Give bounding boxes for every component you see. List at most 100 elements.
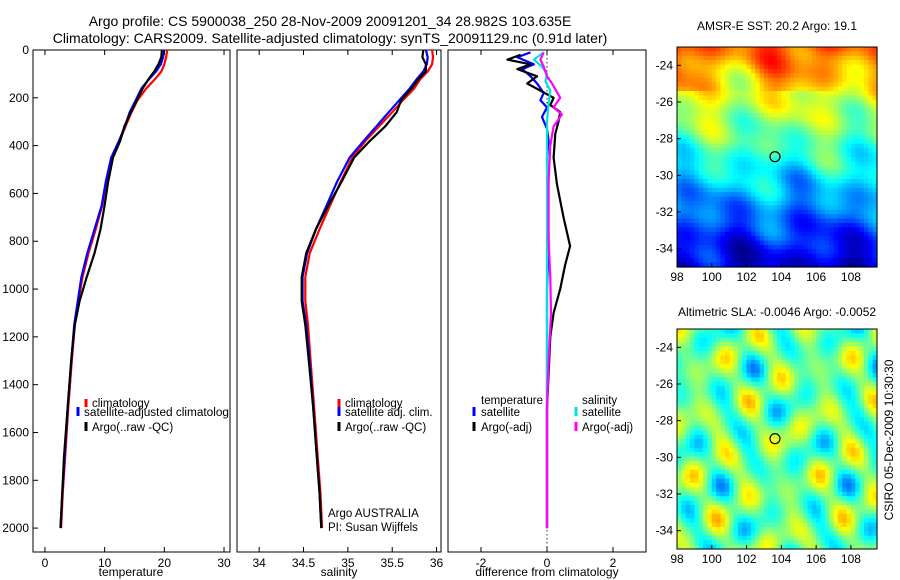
map-cell <box>872 201 878 206</box>
map-cell <box>737 77 743 83</box>
legend-title-salinity: salinity <box>582 395 617 407</box>
map-cell <box>755 143 761 149</box>
map-cell <box>729 170 735 176</box>
map-cell <box>816 201 822 206</box>
map-cell <box>720 333 726 339</box>
map-cell <box>790 86 795 92</box>
map-cell <box>750 430 756 436</box>
map-cell <box>833 368 839 374</box>
map-cell <box>837 452 843 458</box>
map-cell <box>829 187 835 193</box>
map-cell <box>733 425 739 431</box>
map-cell <box>729 403 735 409</box>
map-cell <box>763 425 769 431</box>
map-cell <box>729 95 735 101</box>
map-cell <box>703 130 709 136</box>
map-cell <box>842 99 848 105</box>
map-cell <box>685 214 691 220</box>
map-cell <box>746 196 752 202</box>
map-cell <box>872 86 878 92</box>
map-cell <box>677 135 682 140</box>
map-cell <box>763 130 769 136</box>
map-cell <box>755 351 761 356</box>
map-cell <box>833 465 839 471</box>
map-cell <box>737 368 743 374</box>
map-cell <box>768 108 774 114</box>
map-cell <box>820 535 826 541</box>
map-cell <box>859 478 865 484</box>
map-cell <box>694 126 700 132</box>
map-cell <box>798 130 804 136</box>
map-cell <box>681 91 687 96</box>
map-cell <box>859 505 865 510</box>
map-cell <box>711 47 717 52</box>
map-cell <box>707 474 713 480</box>
map-cell <box>763 544 769 550</box>
map-cell <box>803 337 809 343</box>
map-cell <box>798 64 804 70</box>
map-cell <box>842 329 848 334</box>
map-cell <box>737 231 743 237</box>
map-cell <box>868 183 874 189</box>
map-cell <box>785 214 791 220</box>
map-cell <box>690 104 695 110</box>
map-cell <box>746 113 752 118</box>
map-cell <box>720 187 726 193</box>
map-cell <box>820 245 826 250</box>
map-cell <box>837 364 843 370</box>
map-cell <box>746 377 752 383</box>
map-cell <box>724 161 730 167</box>
map-cell <box>794 346 800 352</box>
map-cell <box>694 135 700 140</box>
map-cell <box>846 95 852 101</box>
map-cell <box>716 500 722 506</box>
map-cell <box>681 333 687 339</box>
map-cell <box>824 192 830 198</box>
map-cell <box>703 522 709 528</box>
map-cell <box>842 60 848 66</box>
map-cell <box>711 390 717 396</box>
map-cell <box>707 174 713 180</box>
map-cell <box>750 152 756 158</box>
map-cell <box>733 408 739 414</box>
map-cell <box>777 461 782 466</box>
map-cell <box>850 214 856 220</box>
map-cell <box>829 478 835 484</box>
map-cell <box>794 535 800 541</box>
map-cell <box>711 148 717 154</box>
map-cell <box>698 351 704 356</box>
map-cell <box>724 403 730 409</box>
map-cell <box>794 148 800 154</box>
map-xtick-label: 106 <box>806 270 826 284</box>
map-cell <box>750 170 756 176</box>
map-cell <box>716 381 722 387</box>
map-cell <box>698 421 704 427</box>
map-cell <box>746 434 752 440</box>
map-cell <box>681 386 687 392</box>
map-cell <box>772 329 778 334</box>
map-cell <box>742 452 748 458</box>
map-cell <box>772 170 778 176</box>
map-cell <box>824 447 830 453</box>
map-cell <box>863 443 869 449</box>
map-cell <box>759 179 765 184</box>
map-cell <box>703 55 709 61</box>
map-cell <box>807 69 813 74</box>
map-cell <box>790 500 795 506</box>
map-cell <box>733 386 739 392</box>
map-cell <box>724 500 730 506</box>
map-cell <box>816 412 822 418</box>
map-cell <box>772 91 778 96</box>
map-cell <box>859 161 865 167</box>
map-cell <box>698 377 704 383</box>
map-cell <box>755 421 761 427</box>
map-cell <box>755 469 761 475</box>
map-cell <box>829 117 835 123</box>
map-cell <box>868 187 874 193</box>
map-cell <box>855 47 861 52</box>
map-cell <box>794 505 800 510</box>
map-cell <box>698 364 704 370</box>
map-cell <box>798 373 804 378</box>
map-cell <box>768 522 774 528</box>
map-cell <box>681 430 687 436</box>
